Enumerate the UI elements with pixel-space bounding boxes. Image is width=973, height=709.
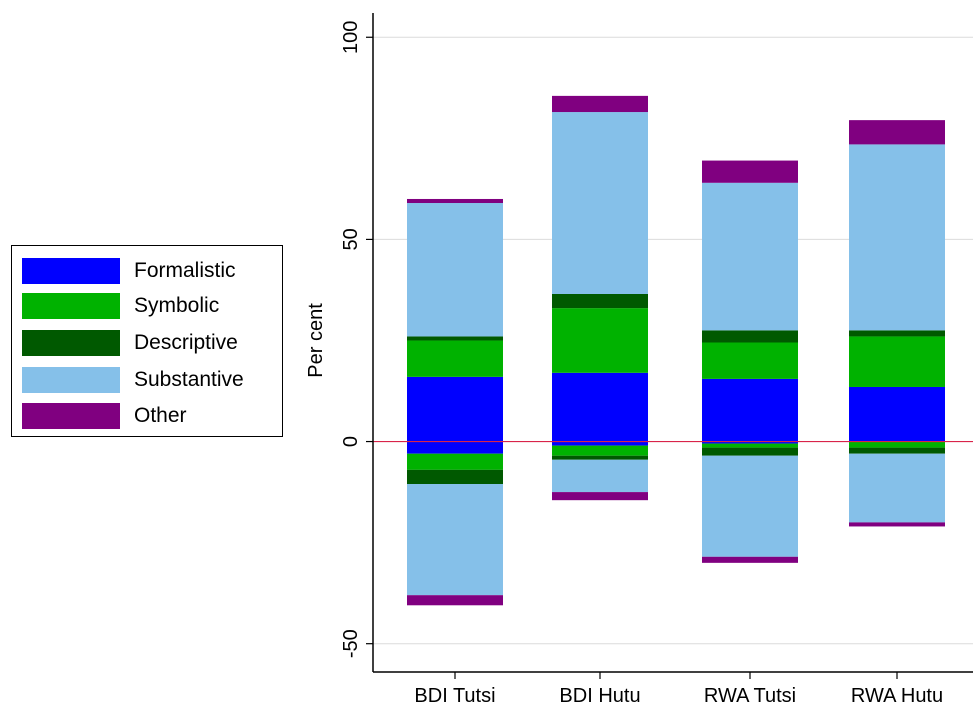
legend-label-other: Other: [134, 404, 187, 427]
bar-other-negative-1: [552, 492, 648, 501]
legend-item-symbolic: Symbolic: [22, 292, 219, 320]
bar-other-positive-3: [849, 120, 945, 145]
bar-descriptive-positive-3: [849, 330, 945, 337]
bar-descriptive-positive-2: [702, 330, 798, 343]
bar-symbolic-positive-3: [849, 336, 945, 387]
legend-label-substantive: Substantive: [134, 368, 244, 391]
axes: [366, 13, 973, 679]
bar-other-positive-0: [407, 198, 503, 204]
y-tick-label-0: 0: [340, 436, 362, 447]
legend-label-formalistic: Formalistic: [134, 259, 236, 282]
bar-formalistic-negative-0: [407, 441, 503, 454]
x-tick-label: RWA Tutsi: [704, 685, 796, 707]
y-tick-label-50: 50: [340, 228, 362, 250]
bar-descriptive-negative-3: [849, 447, 945, 454]
bar-substantive-negative-1: [552, 459, 648, 493]
bar-symbolic-negative-0: [407, 453, 503, 470]
y-tick-labels: -50 0 50 100: [340, 21, 362, 659]
bar-substantive-positive-3: [849, 144, 945, 331]
legend-label-symbolic: Symbolic: [134, 294, 220, 317]
bar-descriptive-negative-1: [552, 455, 648, 460]
bar-substantive-negative-2: [702, 455, 798, 557]
x-tick-label: BDI Hutu: [559, 685, 640, 707]
bar-symbolic-positive-1: [552, 308, 648, 373]
legend-item-descriptive: Descriptive: [22, 329, 238, 357]
bar-substantive-positive-1: [552, 112, 648, 294]
bar-other-negative-0: [407, 595, 503, 606]
legend-swatch-substantive: [22, 367, 120, 393]
bar-symbolic-negative-1: [552, 445, 648, 456]
x-tick-label: BDI Tutsi: [414, 685, 495, 707]
legend-swatch-other: [22, 403, 120, 429]
bar-other-positive-2: [702, 160, 798, 183]
legend-item-formalistic: Formalistic: [22, 257, 236, 285]
bar-descriptive-negative-0: [407, 469, 503, 485]
bar-other-positive-1: [552, 95, 648, 113]
x-tick-label: RWA Hutu: [851, 685, 943, 707]
bar-descriptive-positive-0: [407, 336, 503, 341]
legend-swatch-formalistic: [22, 258, 120, 284]
bar-descriptive-positive-1: [552, 293, 648, 309]
legend: Formalistic Symbolic Descriptive Substan…: [11, 245, 283, 437]
legend-label-descriptive: Descriptive: [134, 331, 238, 354]
bar-other-negative-3: [849, 522, 945, 527]
bar-symbolic-negative-3: [849, 441, 945, 448]
bar-substantive-negative-0: [407, 484, 503, 596]
bar-formalistic-positive-3: [849, 386, 945, 442]
bar-formalistic-positive-2: [702, 378, 798, 442]
bar-other-negative-2: [702, 556, 798, 563]
y-tick-label--50: -50: [340, 629, 362, 658]
legend-item-other: Other: [22, 402, 187, 430]
bar-formalistic-positive-0: [407, 376, 503, 442]
bar-formalistic-negative-2: [702, 441, 798, 444]
bar-substantive-negative-3: [849, 453, 945, 523]
bar-substantive-positive-2: [702, 182, 798, 331]
bar-symbolic-negative-2: [702, 443, 798, 448]
bar-substantive-positive-0: [407, 203, 503, 337]
bar-formalistic-negative-1: [552, 441, 648, 446]
bar-symbolic-positive-2: [702, 342, 798, 379]
legend-swatch-descriptive: [22, 330, 120, 356]
bar-descriptive-negative-2: [702, 447, 798, 456]
legend-swatch-symbolic: [22, 293, 120, 319]
legend-item-substantive: Substantive: [22, 366, 244, 394]
y-tick-label-100: 100: [340, 21, 362, 54]
y-axis-label: Per cent: [305, 303, 327, 378]
x-tick-labels: BDI Tutsi BDI Hutu RWA Tutsi RWA Hutu: [414, 685, 943, 707]
bar-symbolic-positive-0: [407, 340, 503, 377]
bar-formalistic-positive-1: [552, 372, 648, 442]
bars: [407, 95, 945, 606]
